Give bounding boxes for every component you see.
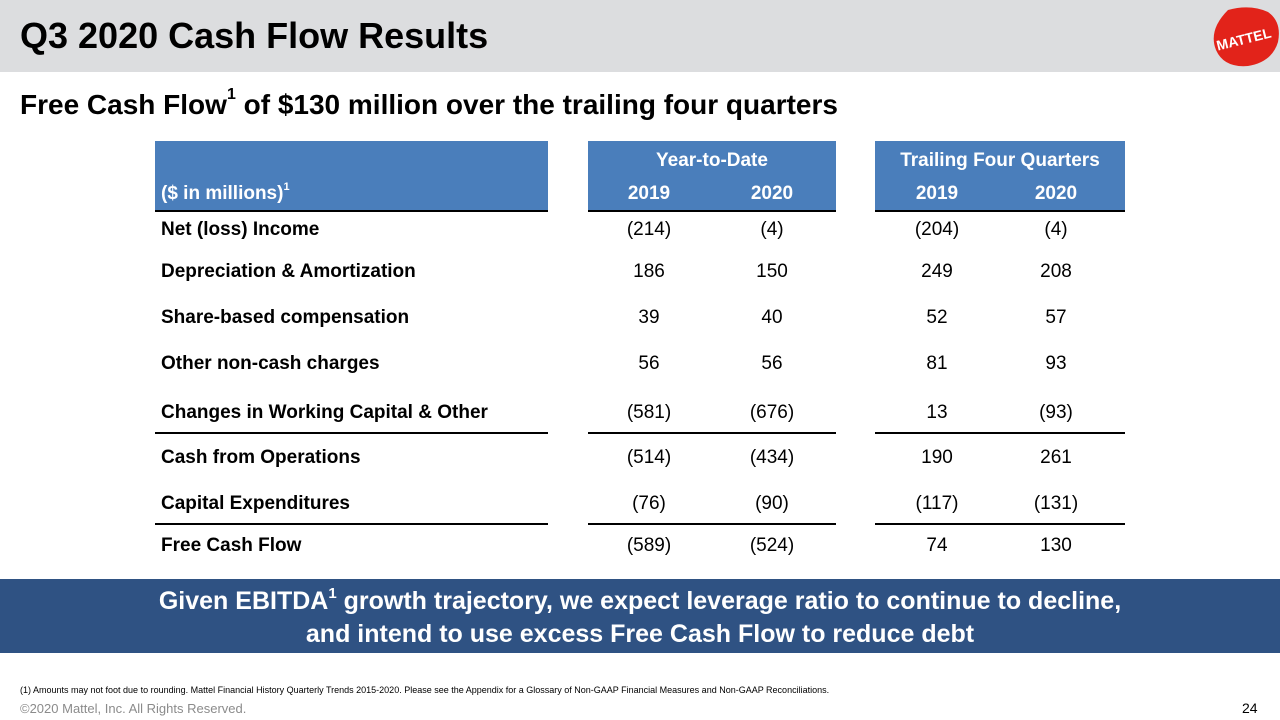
col-header-ytd-2020: 2020 <box>750 183 794 204</box>
cell-fcf-ytd-2020: (524) <box>749 535 795 556</box>
subtitle-lead: Free Cash Flow <box>20 89 227 120</box>
row-label-depreciation: Depreciation & Amortization <box>161 261 416 282</box>
cell-fcf-tfq-2019: 74 <box>926 535 948 556</box>
table-header-ytd-block <box>588 141 836 211</box>
cell-net-income-tfq-2019: (204) <box>914 219 960 240</box>
group-header-tfq: Trailing Four Quarters <box>900 150 1100 171</box>
cell-cfo-tfq-2020: 261 <box>1040 447 1072 468</box>
total-rule-ytd <box>588 523 836 525</box>
table-header-label-block <box>155 141 548 211</box>
copyright: ©2020 Mattel, Inc. All Rights Reserved. <box>20 701 247 716</box>
cell-capex-ytd-2020: (90) <box>755 493 789 514</box>
cell-net-income-ytd-2020: (4) <box>760 219 784 240</box>
cell-fcf-ytd-2019: (589) <box>626 535 672 556</box>
mattel-logo: MATTEL <box>1213 7 1279 67</box>
table-header-tfq-block <box>875 141 1125 211</box>
units-label-text: ($ in millions) <box>161 183 284 204</box>
units-footnote-marker: 1 <box>283 181 290 193</box>
units-label: ($ in millions)1 <box>161 181 290 204</box>
cell-depreciation-tfq-2020: 208 <box>1040 261 1072 282</box>
cell-other-non-cash-ytd-2019: 56 <box>638 353 660 374</box>
cell-capex-ytd-2019: (76) <box>632 493 666 514</box>
cell-depreciation-tfq-2019: 249 <box>921 261 953 282</box>
cell-depreciation-ytd-2020: 150 <box>756 261 788 282</box>
subtotal-rule-left <box>155 432 548 434</box>
row-label-capex: Capital Expenditures <box>161 493 350 514</box>
cell-cfo-ytd-2019: (514) <box>626 447 672 468</box>
banner-line-1-rest: growth trajectory, we expect leverage ra… <box>336 587 1122 615</box>
row-label-free-cash-flow: Free Cash Flow <box>161 535 302 556</box>
header-underline-tfq <box>875 210 1125 212</box>
cell-share-based-ytd-2019: 39 <box>638 307 660 328</box>
page-number: 24 <box>1242 700 1258 716</box>
header-underline-ytd <box>588 210 836 212</box>
row-label-cash-from-operations: Cash from Operations <box>161 447 361 468</box>
row-label-net-income: Net (loss) Income <box>161 219 320 240</box>
slide-title: Q3 2020 Cash Flow Results <box>20 15 489 56</box>
banner-line-2: and intend to use excess Free Cash Flow … <box>305 620 975 648</box>
col-header-tfq-2020: 2020 <box>1034 183 1078 204</box>
cell-net-income-tfq-2020: (4) <box>1044 219 1068 240</box>
subtotal-rule-tfq <box>875 432 1125 434</box>
row-label-share-based-comp: Share-based compensation <box>161 307 410 328</box>
cell-other-non-cash-tfq-2020: 93 <box>1045 353 1067 374</box>
footnote: (1) Amounts may not foot due to rounding… <box>20 685 830 695</box>
cell-depreciation-ytd-2019: 186 <box>633 261 665 282</box>
cell-capex-tfq-2020: (131) <box>1033 493 1079 514</box>
total-rule-tfq <box>875 523 1125 525</box>
cell-cfo-tfq-2019: 190 <box>921 447 953 468</box>
row-label-other-non-cash: Other non-cash charges <box>161 353 380 374</box>
cell-fcf-tfq-2020: 130 <box>1040 535 1072 556</box>
total-rule-left <box>155 523 548 525</box>
banner-footnote-marker: 1 <box>328 585 337 602</box>
group-header-ytd: Year-to-Date <box>656 150 768 171</box>
col-header-ytd-2019: 2019 <box>627 183 671 204</box>
subtitle-footnote-marker: 1 <box>226 86 236 103</box>
col-header-tfq-2019: 2019 <box>915 183 959 204</box>
slide-subtitle: Free Cash Flow1 of $130 million over the… <box>20 87 838 120</box>
title-band: Q3 2020 Cash Flow Results MATTEL <box>0 0 1280 72</box>
cell-other-non-cash-tfq-2019: 81 <box>926 353 948 374</box>
cell-other-non-cash-ytd-2020: 56 <box>761 353 783 374</box>
banner-line-1-lead: Given EBITDA <box>158 587 329 615</box>
cell-working-capital-tfq-2020: (93) <box>1039 402 1073 423</box>
row-label-working-capital: Changes in Working Capital & Other <box>161 402 488 423</box>
cell-capex-tfq-2019: (117) <box>915 493 959 514</box>
cell-cfo-ytd-2020: (434) <box>749 447 795 468</box>
subtitle-rest: of $130 million over the trailing four q… <box>235 89 838 120</box>
subtotal-rule-ytd <box>588 432 836 434</box>
cell-share-based-tfq-2019: 52 <box>926 307 948 328</box>
cell-share-based-tfq-2020: 57 <box>1045 307 1067 328</box>
cell-share-based-ytd-2020: 40 <box>761 307 783 328</box>
mattel-logo-shape <box>1213 7 1279 67</box>
cell-working-capital-ytd-2019: (581) <box>626 402 672 423</box>
cell-net-income-ytd-2019: (214) <box>626 219 672 240</box>
cell-working-capital-tfq-2019: 13 <box>926 402 948 423</box>
cell-working-capital-ytd-2020: (676) <box>749 402 795 423</box>
takeaway-banner: Given EBITDA1 growth trajectory, we expe… <box>0 579 1280 653</box>
banner-line-1: Given EBITDA1 growth trajectory, we expe… <box>0 586 1280 615</box>
header-underline-left <box>155 210 548 212</box>
